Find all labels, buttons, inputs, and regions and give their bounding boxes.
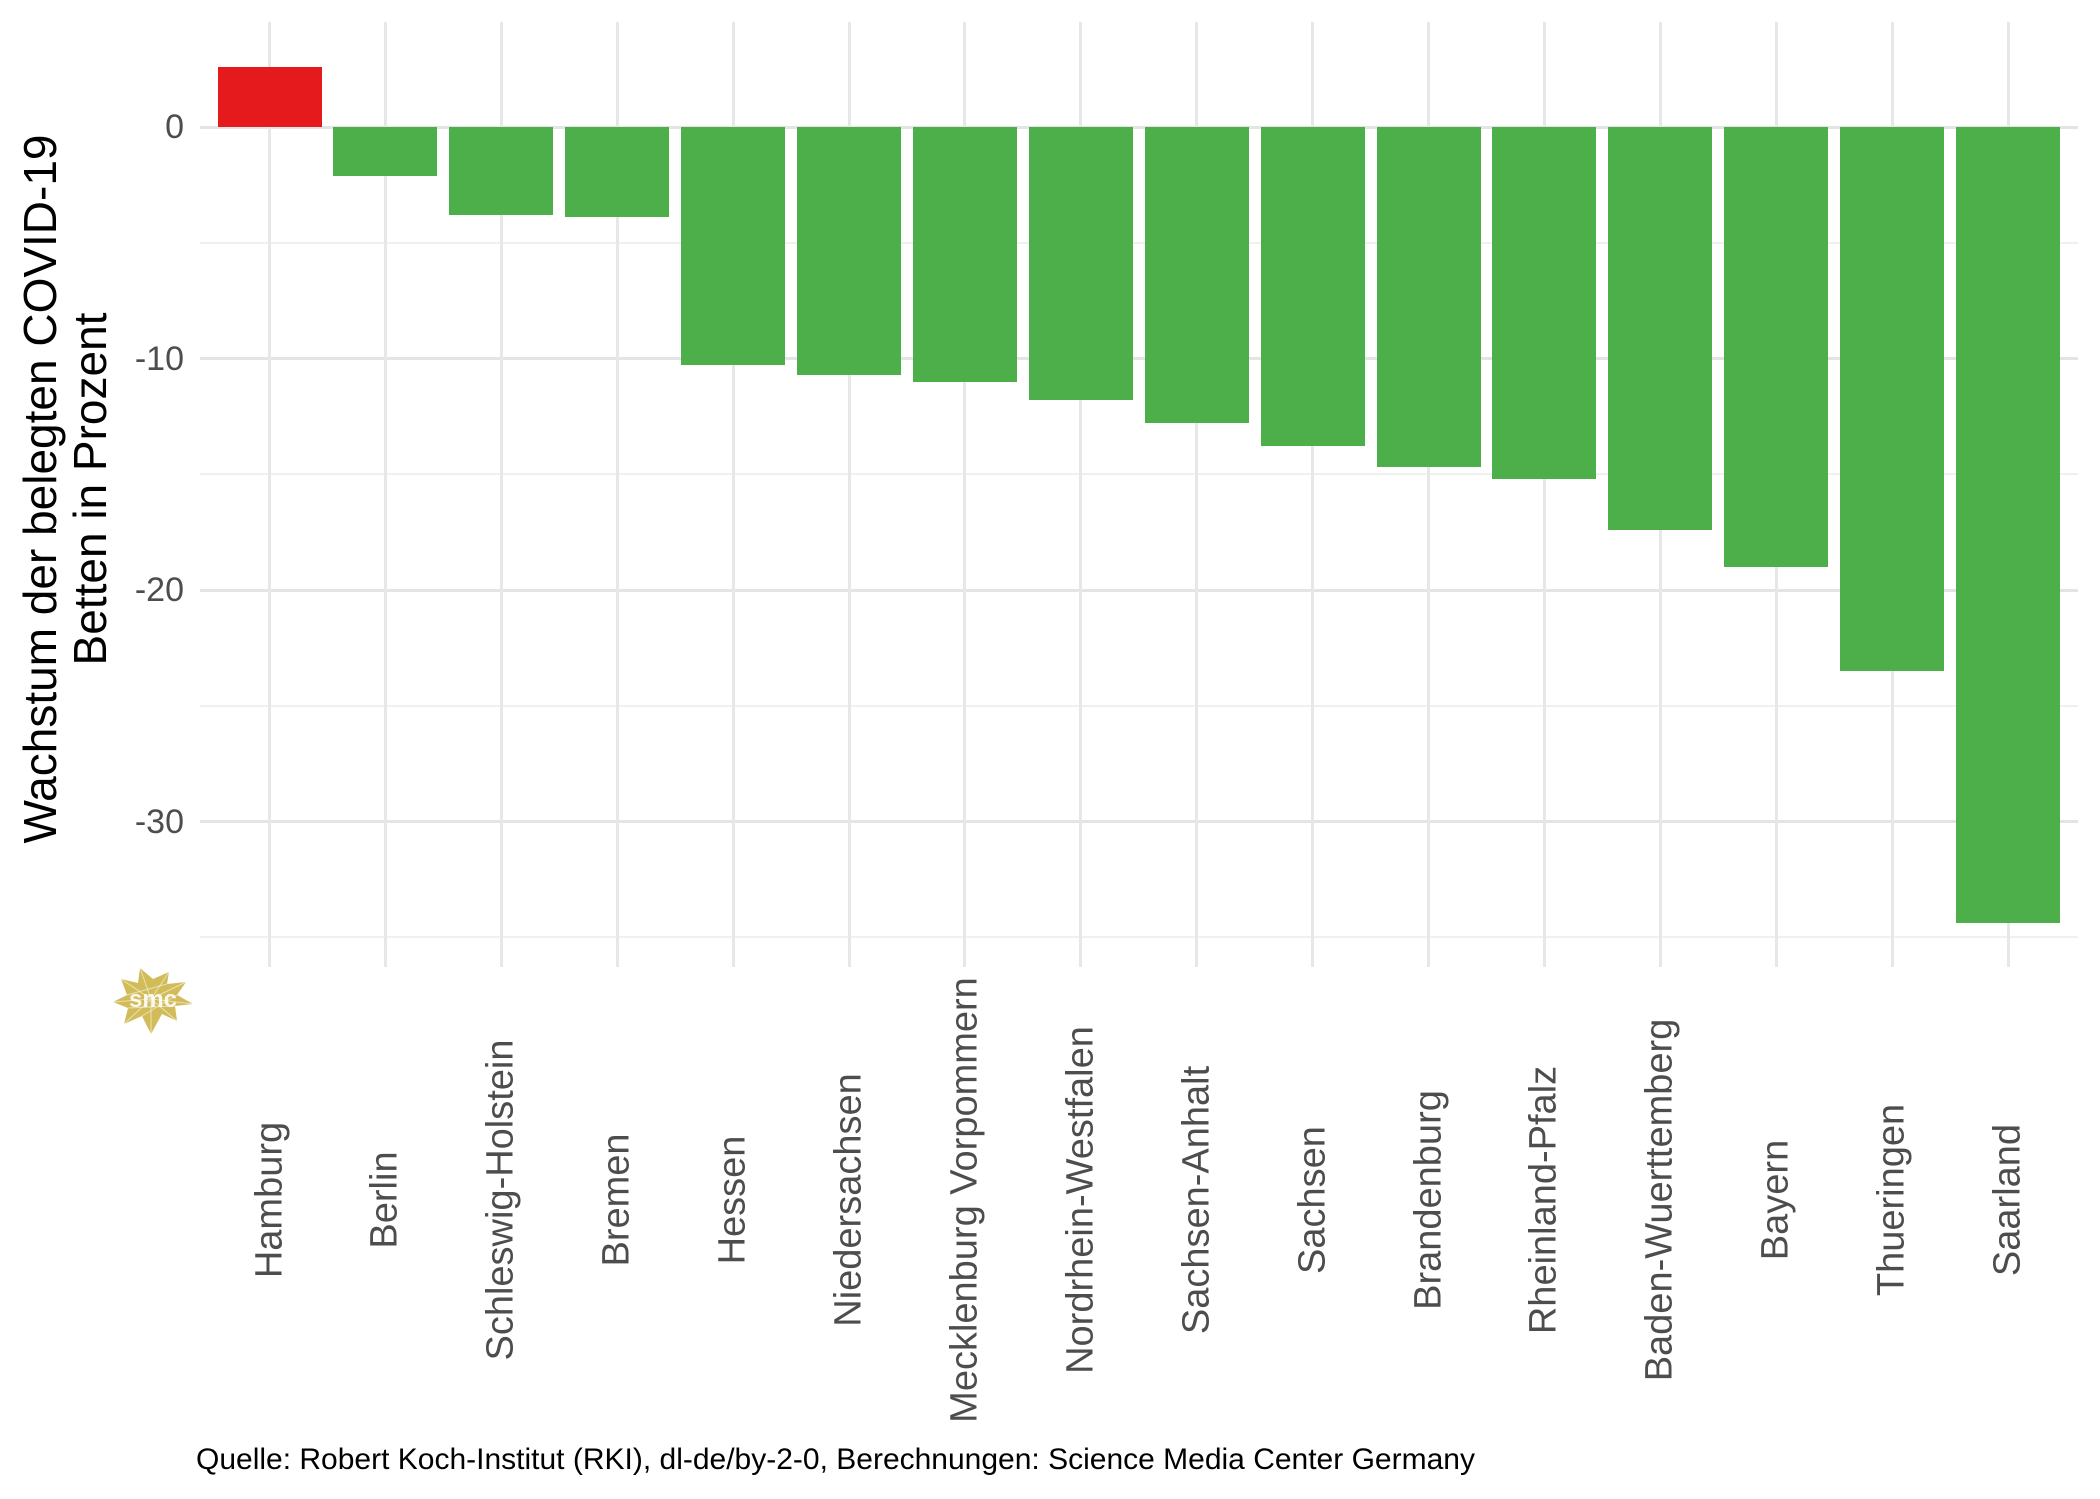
bar-sachsen [1260, 127, 1365, 447]
gridline-vertical-bremen [615, 22, 619, 967]
gridline-vertical-hessen [731, 22, 735, 967]
y-axis-title: Wachstum der belegten COVID-19 Betten in… [14, 89, 116, 889]
bar-hessen [681, 127, 786, 366]
x-axis-label-saarland: Saarland [1986, 1123, 2029, 1277]
smc-logo: smc [112, 967, 194, 1034]
plot-panel [200, 22, 2078, 967]
gridline-vertical-hamburg [268, 22, 271, 967]
y-axis-title-line1: Wachstum der belegten COVID-19 [14, 134, 66, 844]
x-axis-label-mecklenburg-vorpommern: Mecklenburg Vorpommern [943, 977, 986, 1423]
x-axis-label-bremen: Bremen [595, 1133, 638, 1267]
x-axis-label-nordrhein-westfalen: Nordrhein-Westfalen [1059, 1026, 1102, 1374]
bar-mecklenburg-vorpommern [912, 127, 1017, 382]
bar-nordrhein-westfalen [1028, 127, 1133, 401]
gridline-major-y-20 [200, 588, 2078, 592]
bar-bremen [565, 127, 670, 218]
x-axis-label-berlin: Berlin [363, 1151, 406, 1249]
gridline-vertical-berlin [383, 22, 387, 967]
x-axis-label-brandenburg: Brandenburg [1407, 1090, 1449, 1310]
bar-niedersachsen [797, 127, 901, 375]
y-axis-tick-label: -30 [134, 802, 184, 841]
bar-sachsen-anhalt [1144, 127, 1249, 424]
x-axis-label-thueringen: Thueringen [1870, 1103, 1913, 1297]
x-axis-label-rheinland-pfalz: Rheinland-Pfalz [1522, 1065, 1565, 1335]
x-axis-label-hamburg: Hamburg [248, 1121, 290, 1279]
y-axis-tick-label: 0 [165, 108, 184, 146]
x-axis-label-schleswig-holstein: Schleswig-Holstein [479, 1039, 522, 1361]
y-axis-tick-label: -10 [134, 339, 184, 378]
y-axis-title-line2: Betten in Prozent [64, 312, 116, 666]
gridline-minor-y-35 [200, 936, 2078, 939]
gridline-vertical-rheinland-pfalz [1542, 22, 1546, 967]
smc-logo-text: smc [129, 986, 177, 1013]
gridline-vertical-schleswig-holstein [499, 22, 503, 967]
y-axis-tick-label: -20 [134, 571, 184, 609]
gridline-vertical-niedersachsen [847, 22, 851, 967]
bar-saarland [1956, 127, 2060, 924]
gridline-major-y0 [200, 125, 2078, 129]
bar-hamburg [217, 66, 322, 127]
bar-baden-wuerttemberg [1608, 127, 1713, 530]
gridline-vertical-mecklenburg-vorpommern [963, 22, 967, 967]
bar-bayern [1724, 127, 1829, 567]
gridline-vertical-nordrhein-westfalen [1079, 22, 1083, 967]
x-axis-label-niedersachsen: Niedersachsen [827, 1073, 870, 1327]
caption: Quelle: Robert Koch-Institut (RKI), dl-d… [196, 1443, 1475, 1476]
gridline-vertical-sachsen-anhalt [1195, 22, 1199, 967]
x-axis-label-bayern: Bayern [1754, 1139, 1797, 1261]
x-axis-label-baden-wuerttemberg: Baden-Wuerttemberg [1638, 1018, 1681, 1382]
gridline-vertical-brandenburg [1427, 22, 1430, 967]
bar-berlin [333, 127, 438, 176]
gridline-major-y-30 [200, 820, 2078, 823]
bar-schleswig-holstein [449, 127, 554, 215]
bar-brandenburg [1376, 127, 1481, 468]
gridline-minor-y-5 [200, 241, 2078, 244]
x-axis-label-hessen: Hessen [711, 1135, 754, 1265]
gridline-minor-y-25 [200, 704, 2078, 707]
gridline-vertical-sachsen [1311, 22, 1315, 967]
x-axis-label-sachsen-anhalt: Sachsen-Anhalt [1175, 1065, 1218, 1335]
bar-thueringen [1840, 127, 1945, 672]
bar-rheinland-pfalz [1492, 127, 1597, 479]
gridline-major-y-10 [200, 357, 2078, 360]
x-axis-label-sachsen: Sachsen [1291, 1126, 1334, 1274]
gridline-minor-y-15 [200, 473, 2078, 476]
